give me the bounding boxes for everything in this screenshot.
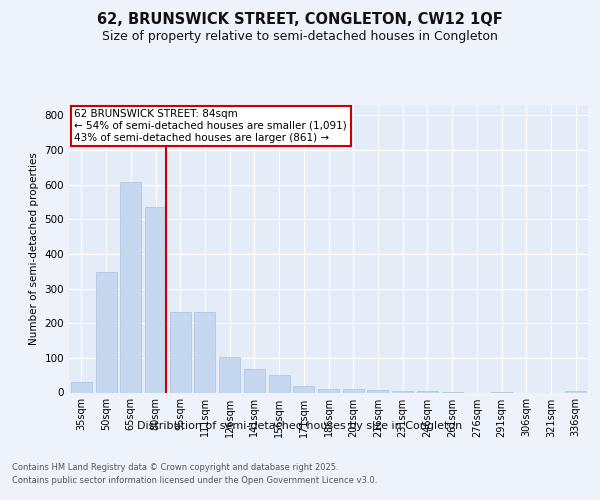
Bar [95, 272, 116, 392]
Text: Contains HM Land Registry data © Crown copyright and database right 2025.: Contains HM Land Registry data © Crown c… [12, 462, 338, 471]
Bar [170, 312, 191, 392]
Text: 62, BRUNSWICK STREET, CONGLETON, CW12 1QF: 62, BRUNSWICK STREET, CONGLETON, CW12 1Q… [97, 12, 503, 28]
Text: Contains public sector information licensed under the Open Government Licence v3: Contains public sector information licen… [12, 476, 377, 485]
Bar [145, 207, 166, 392]
Text: Distribution of semi-detached houses by size in Congleton: Distribution of semi-detached houses by … [137, 421, 463, 431]
Bar [194, 312, 215, 392]
Text: Size of property relative to semi-detached houses in Congleton: Size of property relative to semi-detach… [102, 30, 498, 43]
Bar [565, 391, 586, 392]
Bar [293, 386, 314, 392]
Bar [71, 382, 92, 392]
Bar [318, 389, 339, 392]
Bar [219, 357, 240, 392]
Y-axis label: Number of semi-detached properties: Number of semi-detached properties [29, 152, 39, 345]
Bar [343, 389, 364, 392]
Text: 62 BRUNSWICK STREET: 84sqm
← 54% of semi-detached houses are smaller (1,091)
43%: 62 BRUNSWICK STREET: 84sqm ← 54% of semi… [74, 110, 347, 142]
Bar [392, 391, 413, 392]
Bar [120, 182, 141, 392]
Bar [244, 369, 265, 392]
Bar [367, 390, 388, 392]
Bar [269, 375, 290, 392]
